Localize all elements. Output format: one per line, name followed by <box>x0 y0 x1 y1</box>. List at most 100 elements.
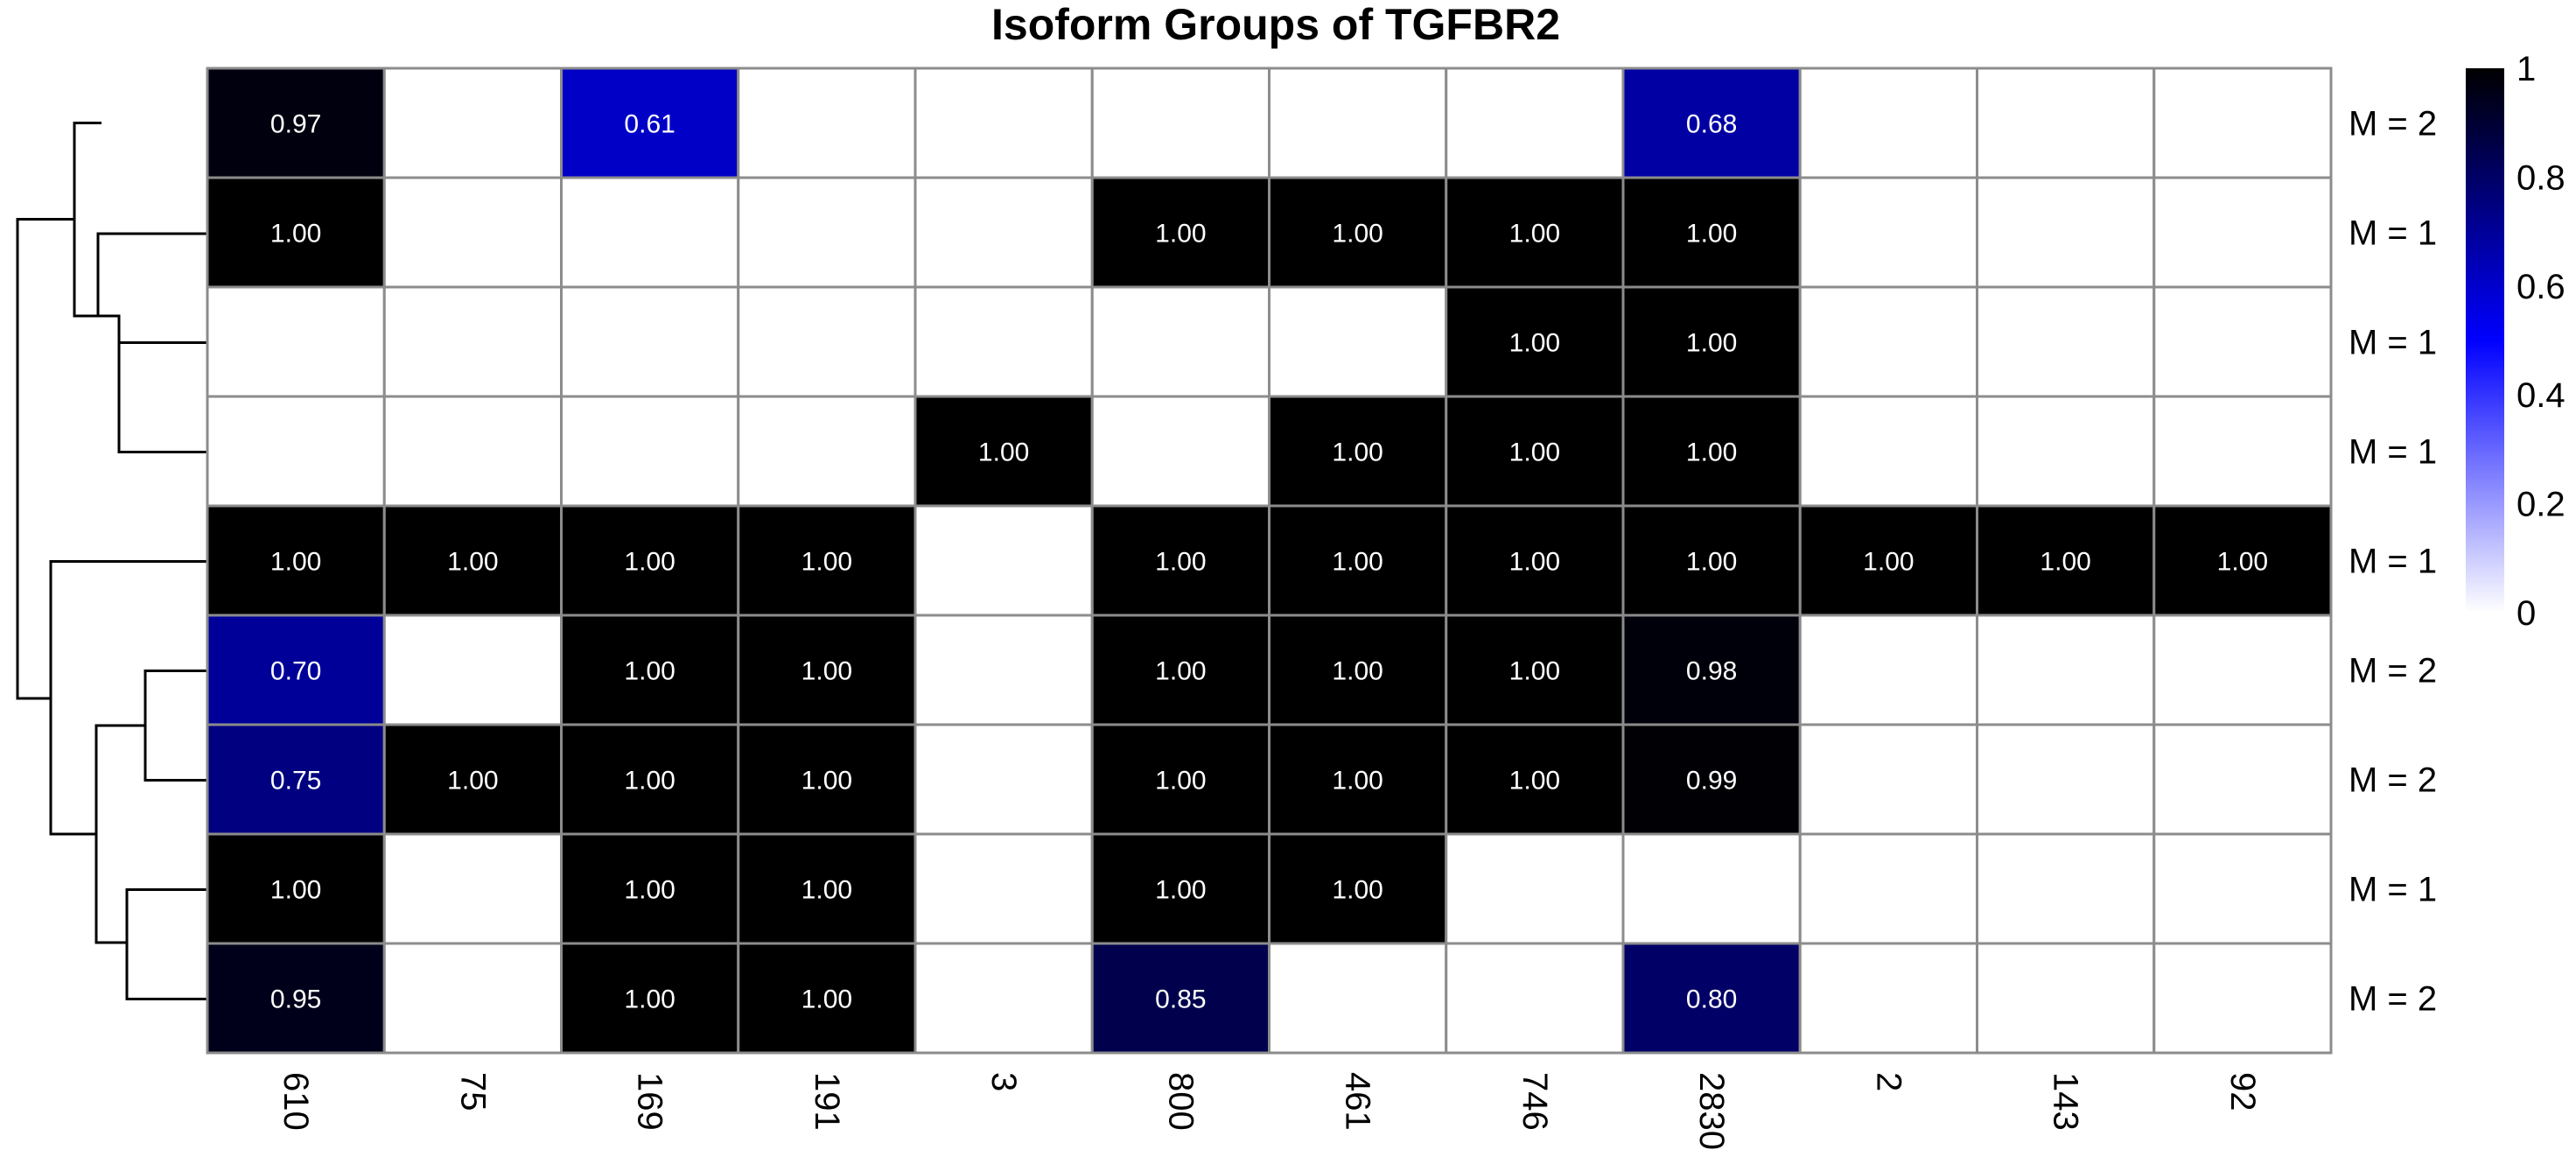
heatmap-cell <box>2152 942 2333 1055</box>
heatmap-cell <box>1798 942 1978 1055</box>
cell-value-label: 0.98 <box>1686 657 1737 686</box>
column-label: 461 <box>1339 1072 1377 1131</box>
column-label: 169 <box>631 1072 669 1131</box>
heatmap-cell <box>1621 67 1802 179</box>
cell-value-label: 1.00 <box>1332 220 1382 249</box>
cell-value-label: 1.00 <box>270 876 321 905</box>
heatmap-cell <box>1976 67 2156 179</box>
heatmap-cell <box>382 832 563 945</box>
cell-value-label: 1.00 <box>1509 657 1560 686</box>
cell-value-label: 1.00 <box>1509 329 1560 358</box>
cell-value-label: 0.97 <box>270 110 321 139</box>
column-label: 143 <box>2047 1072 2085 1131</box>
cell-value-label: 1.00 <box>624 657 675 686</box>
row-labels: M = 2 M = 1 M = 1 M = 1 M = 1 M = 2 M = 2 M = 1… <box>2348 105 2437 1019</box>
column-label: 2 <box>1869 1072 1908 1091</box>
row-label: M = 2 <box>2348 980 2437 1019</box>
cell-value-label: 1.00 <box>2217 548 2268 577</box>
heatmap-cell <box>737 723 917 836</box>
legend-tick-label: 0.2 <box>2516 486 2566 524</box>
cell-value-label: 0.85 <box>1155 985 1206 1014</box>
heatmap-cell <box>382 285 563 398</box>
heatmap-cell <box>206 942 386 1055</box>
cell-value-label: 1.00 <box>1509 220 1560 249</box>
heatmap-cell <box>1445 614 1625 726</box>
cell-value-label: 1.00 <box>802 657 852 686</box>
heatmap-cell <box>2152 176 2333 289</box>
cell-value-label: 1.00 <box>1863 548 1914 577</box>
heatmap-cell <box>914 832 1094 945</box>
heatmap-cell <box>1090 942 1270 1055</box>
heatmap-cell <box>206 67 386 179</box>
cell-value-label: 1.00 <box>1686 438 1737 467</box>
cell-value-label: 1.00 <box>802 876 852 905</box>
cell-value-label: 1.00 <box>1332 767 1382 796</box>
legend-tick-label: 1 <box>2516 50 2536 88</box>
heatmap-cell <box>382 67 563 179</box>
heatmap-cell <box>914 942 1094 1055</box>
column-label: 3 <box>984 1072 1023 1091</box>
dendrogram-branch <box>16 218 206 1000</box>
color-legend-bar <box>2466 68 2504 613</box>
heatmap-cell <box>737 285 917 398</box>
row-label: M = 1 <box>2348 871 2437 909</box>
cell-value-label: 0.75 <box>270 767 321 796</box>
cell-value-label: 1.00 <box>624 767 675 796</box>
cell-value-label: 1.00 <box>1155 657 1206 686</box>
heatmap-cell <box>737 832 917 945</box>
row-label: M = 1 <box>2348 324 2437 362</box>
heatmap-cell <box>1090 723 1270 836</box>
heatmap-cell <box>737 395 917 508</box>
column-label: 75 <box>453 1072 492 1111</box>
heatmap-cell <box>1090 67 1270 179</box>
legend-tick-label: 0.6 <box>2516 268 2566 306</box>
cell-value-label: 1.00 <box>802 548 852 577</box>
heatmap-cell <box>1621 832 1802 945</box>
cell-value-label: 1.00 <box>270 220 321 249</box>
heatmap-cell <box>1445 504 1625 617</box>
heatmap-cell <box>382 614 563 726</box>
cell-value-label: 1.00 <box>1332 548 1382 577</box>
cell-value-label: 1.00 <box>1686 329 1737 358</box>
heatmap-cell <box>1445 942 1625 1055</box>
cell-value-label: 0.70 <box>270 657 321 686</box>
legend-tick-label: 0.4 <box>2516 376 2566 415</box>
cell-value-label: 1.00 <box>1509 438 1560 467</box>
cell-value-label: 1.00 <box>1509 767 1560 796</box>
heatmap-cell <box>560 285 740 398</box>
heatmap-cell <box>1798 285 1978 398</box>
cell-value-label: 0.68 <box>1686 110 1737 139</box>
heatmap-cell <box>2152 285 2333 398</box>
heatmap-cell <box>914 614 1094 726</box>
heatmap-cell <box>2152 504 2333 617</box>
heatmap-cell <box>1621 723 1802 836</box>
heatmap-cell <box>1976 832 2156 945</box>
chart-title: Isoform Groups of TGFBR2 <box>991 0 1560 49</box>
heatmap-cell <box>914 67 1094 179</box>
heatmap-cell <box>914 723 1094 836</box>
heatmap-cell <box>382 176 563 289</box>
cell-value-label: 0.80 <box>1686 985 1737 1014</box>
heatmap-cell <box>2152 723 2333 836</box>
heatmap-cell <box>560 176 740 289</box>
heatmap-cell <box>1798 176 1978 289</box>
cell-value-label: 1.00 <box>1332 438 1382 467</box>
heatmap-cell <box>1090 504 1270 617</box>
cell-value-label: 0.61 <box>624 110 675 139</box>
heatmap-cell <box>560 504 740 617</box>
column-labels: 610 75 169 191 3 800 461 746 2830 2 143 92 <box>276 1072 2262 1150</box>
heatmap-cell <box>1798 832 1978 945</box>
heatmap-cell <box>1798 504 1978 617</box>
heatmap-cell <box>1976 614 2156 726</box>
heatmap-cell <box>914 285 1094 398</box>
column-label: 191 <box>808 1072 846 1131</box>
heatmap-cell <box>737 67 917 179</box>
color-legend: 0 0.2 0.4 0.6 0.8 1 <box>2466 50 2566 633</box>
heatmap-cell <box>382 504 563 617</box>
cell-value-label: 1.00 <box>624 876 675 905</box>
heatmap-cell <box>1445 832 1625 945</box>
heatmap-cell <box>1621 176 1802 289</box>
heatmap-cells: 0.97 0.61 0.68 1.00 1.00 1.00 1.00 1.00 1.00 1.00… <box>206 67 2333 1055</box>
cell-value-label: 1.00 <box>2040 548 2090 577</box>
